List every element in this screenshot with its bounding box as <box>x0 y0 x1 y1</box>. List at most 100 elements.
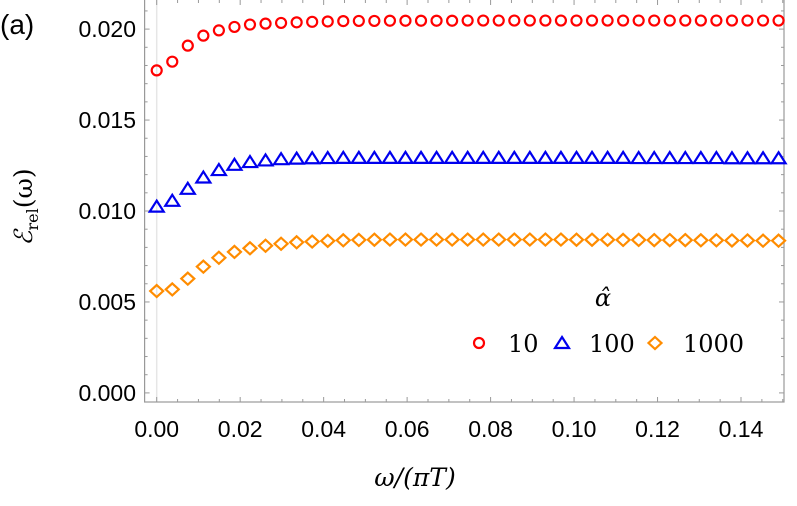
data-point-circle <box>632 14 645 27</box>
data-point-circle <box>383 14 397 27</box>
data-point-circle <box>663 14 676 27</box>
data-point-diamond <box>770 233 787 249</box>
data-point-circle <box>756 14 770 27</box>
data-point-diamond <box>614 232 632 248</box>
data-point-triangle <box>303 150 322 165</box>
data-point-circle <box>679 14 692 27</box>
data-point-circle <box>772 14 785 27</box>
legend-label: 10 <box>508 330 539 358</box>
data-point-diamond <box>366 232 383 248</box>
y-tick-label: 0.010 <box>78 198 136 224</box>
x-axis-label: ω/(πT) <box>374 463 455 492</box>
data-point-circle <box>523 14 536 27</box>
data-point-triangle <box>225 156 244 171</box>
data-point-diamond <box>335 232 352 248</box>
y-tick-label: 0.020 <box>78 16 136 42</box>
data-point-triangle <box>583 149 602 164</box>
data-point-circle <box>492 14 505 27</box>
data-point-diamond <box>272 236 290 252</box>
data-point-diamond <box>195 259 212 275</box>
data-point-diamond <box>210 250 228 266</box>
data-marks <box>147 14 788 299</box>
data-point-triangle <box>551 149 570 164</box>
data-point-triangle <box>505 149 524 164</box>
data-point-circle <box>710 14 723 27</box>
data-point-circle <box>166 55 179 68</box>
data-point-diamond <box>257 238 274 254</box>
data-point-triangle <box>567 149 586 164</box>
data-point-triangle <box>256 152 275 167</box>
data-point-diamond <box>412 232 430 248</box>
data-point-triangle <box>676 150 695 165</box>
data-point-diamond <box>677 232 694 248</box>
data-point-triangle <box>645 150 664 165</box>
data-point-triangle <box>598 149 617 164</box>
data-point-circle <box>430 14 443 27</box>
data-point-diamond <box>443 232 461 248</box>
data-point-diamond <box>148 283 165 299</box>
legend-label: 100 <box>589 330 635 358</box>
y-axis-label-main: ℰ <box>9 228 38 246</box>
data-point-triangle <box>520 149 539 164</box>
data-point-triangle <box>272 151 291 166</box>
data-point-circle <box>461 14 474 27</box>
data-point-circle <box>570 14 583 27</box>
data-point-triangle <box>722 150 741 165</box>
data-point-triangle <box>660 150 679 165</box>
data-point-diamond <box>754 233 772 249</box>
x-tick-label: 0.12 <box>635 416 680 442</box>
data-point-diamond <box>521 232 538 248</box>
data-point-triangle <box>707 150 726 165</box>
data-point-triangle <box>287 150 306 165</box>
data-point-circle <box>337 15 350 28</box>
data-point-triangle <box>240 154 259 169</box>
data-point-circle <box>321 15 334 28</box>
data-point-circle <box>212 24 225 37</box>
data-point-triangle <box>536 149 555 164</box>
data-point-diamond <box>552 232 570 248</box>
data-point-triangle <box>334 149 353 164</box>
plot-frame <box>144 0 785 403</box>
legend-marker-triangle <box>552 334 572 350</box>
x-tick-label: 0.14 <box>719 416 764 442</box>
data-point-diamond <box>226 244 243 260</box>
data-point-circle <box>290 16 303 29</box>
y-tick-label: 0.000 <box>78 380 136 406</box>
y-axis-label: ℰrel(ω) <box>9 168 42 245</box>
data-point-diamond <box>646 232 663 248</box>
legend: α̂ 10 100 1000 <box>472 284 744 358</box>
legend-title: α̂ <box>595 284 611 312</box>
data-point-diamond <box>288 234 305 250</box>
data-point-diamond <box>319 233 336 249</box>
data-point-circle <box>585 14 599 27</box>
legend-marker-circle <box>472 336 486 350</box>
data-point-triangle <box>163 192 182 207</box>
data-point-diamond <box>599 232 616 248</box>
data-point-diamond <box>630 232 647 248</box>
data-point-triangle <box>209 162 228 177</box>
data-point-triangle <box>629 150 648 165</box>
data-point-circle <box>648 14 661 27</box>
data-point-circle <box>617 14 630 27</box>
data-point-triangle <box>412 149 431 164</box>
data-point-diamond <box>350 232 367 248</box>
data-point-diamond <box>475 232 492 248</box>
data-point-diamond <box>739 232 756 248</box>
data-point-circle <box>725 14 739 27</box>
y-tick-label: 0.015 <box>78 107 136 133</box>
x-tick-label: 0.10 <box>552 416 597 442</box>
data-point-triangle <box>691 150 710 165</box>
data-point-circle <box>414 14 428 27</box>
data-point-diamond <box>568 232 585 248</box>
panel-label: (a) <box>0 9 34 40</box>
data-point-circle <box>274 16 288 30</box>
x-tick-label: 0.02 <box>218 416 263 442</box>
legend-label: 1000 <box>683 330 744 358</box>
data-point-triangle <box>754 150 773 165</box>
data-point-triangle <box>614 149 633 164</box>
data-point-triangle <box>396 149 415 164</box>
data-point-diamond <box>459 232 476 248</box>
data-point-diamond <box>708 232 725 248</box>
data-point-diamond <box>397 232 414 248</box>
x-tick-label: 0.04 <box>301 416 346 442</box>
